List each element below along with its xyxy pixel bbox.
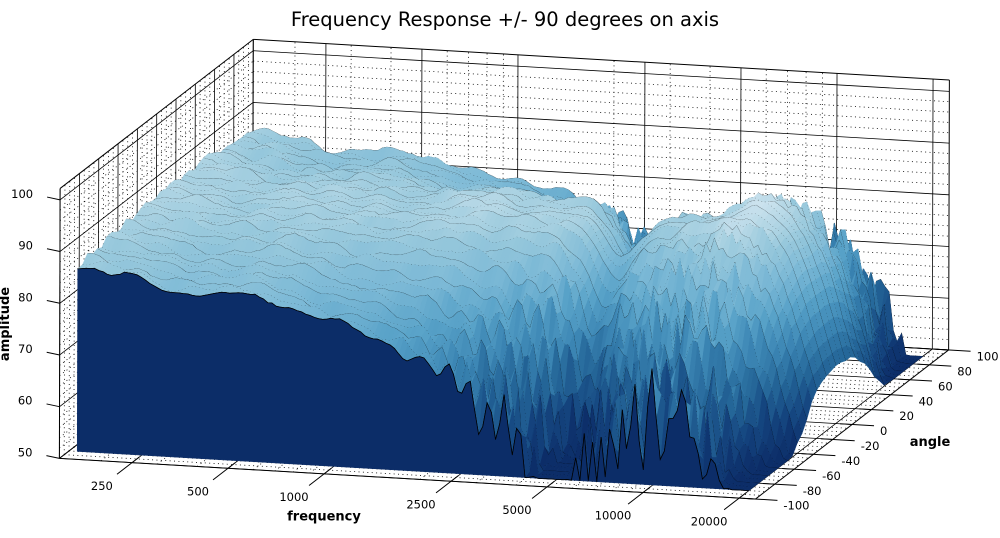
y-tick-mark (878, 393, 913, 397)
grid-minor-z-backwall (253, 112, 950, 154)
z-tick-label: 50 (18, 445, 33, 459)
y-tick-label: -40 (841, 454, 860, 468)
y-tick-label: 100 (977, 350, 999, 364)
z-tick-label: 70 (18, 342, 33, 356)
x-tick-mark (531, 480, 555, 499)
z-tick-label: 80 (18, 290, 33, 304)
z-tick-label: 100 (11, 187, 33, 201)
x-tick-label: 5000 (502, 503, 531, 517)
z-tick-mark (46, 300, 60, 304)
x-tick-label: 10000 (595, 509, 632, 523)
z-axis-title: amplitude (0, 287, 13, 361)
y-tick-label: 80 (957, 365, 972, 379)
y-tick-label: 0 (880, 424, 887, 438)
y-tick-mark (936, 348, 971, 352)
z-tick-mark (46, 248, 61, 253)
z-tick-mark (47, 196, 61, 201)
grid-minor-z-backwall (252, 164, 950, 206)
x-tick-label: 250 (91, 479, 113, 493)
grid-major-z-backwall (253, 102, 950, 144)
grid-minor-z-backwall (253, 71, 950, 113)
y-tick-label: 40 (919, 394, 934, 408)
y-axis-title: angle (910, 435, 951, 450)
y-tick-label: -20 (861, 439, 880, 453)
x-tick-label: 2500 (406, 498, 435, 512)
y-tick-mark (782, 468, 817, 472)
grid-minor-z-backwall (252, 195, 949, 237)
x-tick-mark (116, 456, 140, 475)
z-tick-mark (46, 455, 60, 459)
surface-mesh (76, 127, 924, 491)
grid-minor-z-backwall (252, 184, 949, 227)
grid-minor-z-backwall (253, 91, 950, 134)
grid-minor-z-leftwall (59, 91, 254, 242)
grid-major-freq-backwall (931, 79, 934, 350)
y-tick-label: -100 (783, 499, 809, 513)
grid-minor-z-leftwall (59, 81, 254, 232)
grid-minor-z-leftwall (59, 112, 254, 263)
grid-minor-angle-leftwall (68, 180, 71, 451)
y-tick-mark (840, 423, 875, 427)
z-axis-line (58, 188, 61, 459)
y-tick-label: -60 (822, 469, 841, 483)
x-tick-mark (723, 492, 747, 511)
grid-minor-angle-floor (64, 454, 761, 496)
y-tick-mark (820, 438, 855, 442)
y-tick-mark (859, 408, 894, 412)
grid-minor-z-leftwall (59, 122, 254, 273)
z-tick-mark (46, 351, 60, 356)
x-tick-mark (435, 475, 459, 494)
y-tick-mark (762, 482, 797, 486)
grid-minor-z-backwall (252, 143, 950, 185)
grid-minor-z-backwall (252, 174, 950, 216)
y-tick-label: -80 (803, 484, 822, 498)
x-tick-mark (212, 462, 236, 481)
z-tick-label: 90 (18, 239, 33, 253)
box-edge (948, 79, 950, 350)
grid-minor-z-backwall (253, 60, 950, 103)
x-axis-title: frequency (287, 510, 361, 525)
box-edge (59, 38, 254, 189)
grid-major-z-backwall (253, 50, 950, 92)
box-edge (253, 38, 950, 81)
grid-minor-z-backwall (253, 122, 950, 165)
grid-minor-angle-leftwall (73, 177, 76, 448)
grid-minor-z-leftwall (59, 60, 254, 211)
x-tick-mark (308, 467, 332, 486)
x-tick-mark (627, 486, 651, 505)
y-tick-label: 60 (938, 379, 953, 393)
y-tick-mark (917, 363, 952, 367)
z-tick-label: 60 (18, 394, 33, 408)
y-tick-mark (897, 378, 932, 382)
y-tick-mark (801, 453, 836, 457)
grid-minor-z-backwall (252, 133, 950, 175)
grid-minor-z-leftwall (59, 71, 254, 221)
grid-minor-angle-leftwall (63, 184, 66, 455)
x-tick-label: 20000 (691, 514, 728, 528)
x-tick-label: 1000 (279, 490, 308, 504)
z-tick-mark (46, 403, 60, 408)
y-tick-label: 20 (899, 409, 914, 423)
x-tick-label: 500 (187, 485, 209, 499)
grid-minor-z-backwall (253, 81, 950, 123)
